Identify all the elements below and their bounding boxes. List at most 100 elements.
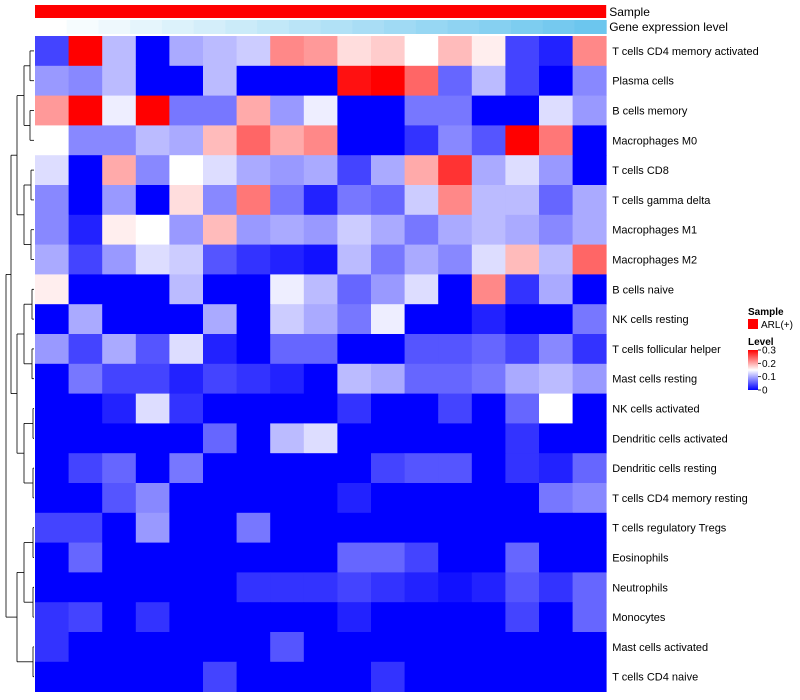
heatmap-cell (35, 572, 69, 603)
heatmap-cell (539, 274, 573, 305)
heatmap-cell (35, 512, 69, 543)
heatmap-cell (35, 453, 69, 484)
heatmap-cell (236, 512, 271, 543)
heatmap-cell (203, 274, 237, 305)
heatmap-cell (337, 393, 372, 424)
heatmap-cell (539, 423, 573, 454)
heatmap-cell (236, 363, 271, 394)
annotation-gene-cell (193, 20, 226, 34)
heatmap-cell (102, 572, 137, 603)
heatmap-cell (68, 304, 103, 335)
heatmap-cells (35, 36, 607, 692)
legend-sample-title: Sample (748, 307, 784, 318)
heatmap-cell (404, 363, 439, 394)
heatmap-cell (371, 125, 405, 156)
heatmap-cell (505, 363, 540, 394)
heatmap-cell (404, 483, 439, 514)
row-label: T cells CD4 naive (612, 672, 698, 684)
heatmap-cell (135, 542, 170, 573)
heatmap-cell (371, 36, 405, 67)
row-label: Neutrophils (612, 582, 668, 594)
heatmap-cell (471, 125, 506, 156)
heatmap-cell (236, 125, 271, 156)
heatmap-cell (68, 542, 103, 573)
heatmap-cell (404, 155, 439, 186)
legend-tick-label: 0.1 (762, 372, 776, 383)
heatmap-cell (572, 125, 607, 156)
annotation-gene-cell (288, 20, 322, 34)
row-label: NK cells activated (612, 404, 699, 416)
heatmap-cell (572, 572, 607, 603)
heatmap-cell (539, 512, 573, 543)
heatmap-cell (303, 363, 338, 394)
heatmap-cell (303, 542, 338, 573)
heatmap-cell (169, 244, 204, 275)
heatmap-cell (371, 512, 405, 543)
heatmap-cell (203, 244, 237, 275)
heatmap-cell (303, 125, 338, 156)
heatmap-cell (236, 185, 271, 216)
heatmap-cell (471, 363, 506, 394)
heatmap-cell (35, 542, 69, 573)
heatmap-cell (505, 185, 540, 216)
heatmap-cell (135, 244, 170, 275)
heatmap-cell (572, 453, 607, 484)
heatmap-cell (471, 185, 506, 216)
heatmap-cell (337, 185, 372, 216)
heatmap-cell (203, 512, 237, 543)
heatmap-cell (572, 632, 607, 663)
heatmap-cell (102, 95, 137, 126)
heatmap-cell (35, 214, 69, 245)
heatmap-cell (371, 185, 405, 216)
heatmap-cell (471, 602, 506, 633)
heatmap-cell (68, 453, 103, 484)
heatmap-cell (371, 393, 405, 424)
annotation-gene-cell (35, 20, 68, 34)
heatmap-cell (203, 36, 237, 67)
heatmap-cell (404, 244, 439, 275)
heatmap-cell (303, 393, 338, 424)
heatmap-cell (337, 453, 372, 484)
heatmap-cell (135, 393, 170, 424)
heatmap-cell (102, 512, 137, 543)
heatmap-cell (203, 572, 237, 603)
heatmap-cell (102, 244, 137, 275)
heatmap-cell (203, 632, 237, 663)
heatmap-cell (404, 393, 439, 424)
heatmap-cell (135, 363, 170, 394)
heatmap-cell (505, 274, 540, 305)
heatmap-cell (68, 483, 103, 514)
heatmap-cell (236, 214, 271, 245)
heatmap-cell (371, 542, 405, 573)
heatmap-cell (404, 65, 439, 96)
heatmap-cell (303, 36, 338, 67)
heatmap-cell (236, 36, 271, 67)
heatmap-cell (438, 363, 473, 394)
heatmap-cell (505, 393, 540, 424)
heatmap-cell (102, 483, 137, 514)
heatmap-cell (438, 95, 473, 126)
heatmap-cell (572, 661, 607, 692)
legend-sample-label: ARL(+) (761, 320, 793, 331)
heatmap-cell (471, 393, 506, 424)
row-label: T cells CD8 (612, 165, 669, 177)
heatmap-cell (270, 393, 305, 424)
annotation-bars (35, 5, 607, 34)
heatmap-cell (572, 95, 607, 126)
heatmap-cell (169, 661, 204, 692)
heatmap-cell (68, 274, 103, 305)
heatmap-cell (102, 602, 137, 633)
heatmap-cell (102, 125, 137, 156)
heatmap-cell (505, 95, 540, 126)
heatmap-cell (68, 214, 103, 245)
heatmap-cell (203, 304, 237, 335)
heatmap-cell (572, 36, 607, 67)
heatmap-cell (35, 155, 69, 186)
heatmap-cell (169, 334, 204, 365)
row-label: T cells gamma delta (612, 195, 711, 207)
heatmap-cell (404, 274, 439, 305)
heatmap-cell (236, 483, 271, 514)
heatmap-cell (505, 244, 540, 275)
heatmap-cell (270, 363, 305, 394)
